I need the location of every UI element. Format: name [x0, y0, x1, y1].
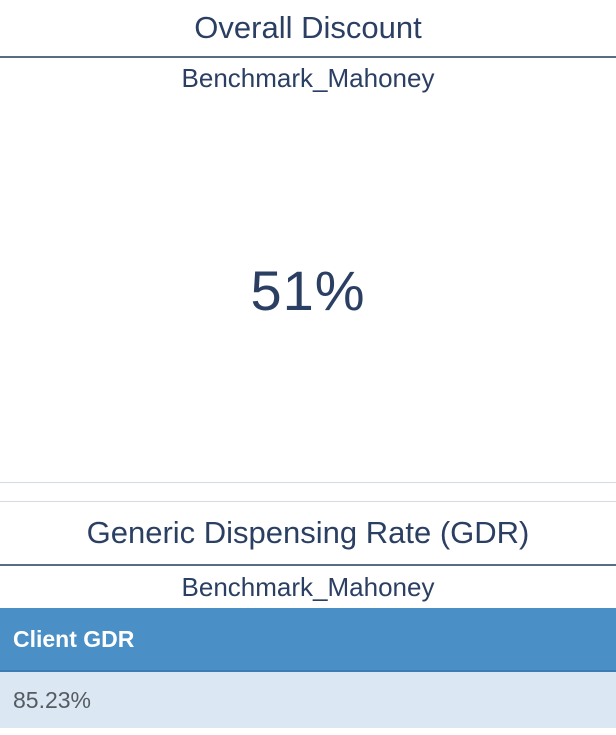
client-gdr-value: 85.23% — [0, 671, 616, 728]
gdr-subtitle: Benchmark_Mahoney — [181, 571, 435, 602]
table-row: 85.23% — [0, 671, 616, 728]
overall-discount-subtitle: Benchmark_Mahoney — [181, 62, 435, 93]
gdr-table-header-row: Client GDR — [0, 608, 616, 672]
gdr-table: Client GDR 85.23% — [0, 608, 616, 728]
gdr-panel: Generic Dispensing Rate (GDR) Benchmark_… — [0, 502, 616, 728]
overall-discount-title: Overall Discount — [0, 0, 616, 58]
client-gdr-header[interactable]: Client GDR — [0, 608, 616, 672]
overall-discount-value: 51% — [250, 258, 366, 322]
panel-divider — [0, 482, 616, 502]
overall-discount-panel: Overall Discount Benchmark_Mahoney 51% — [0, 0, 616, 322]
gdr-title: Generic Dispensing Rate (GDR) — [0, 502, 616, 566]
